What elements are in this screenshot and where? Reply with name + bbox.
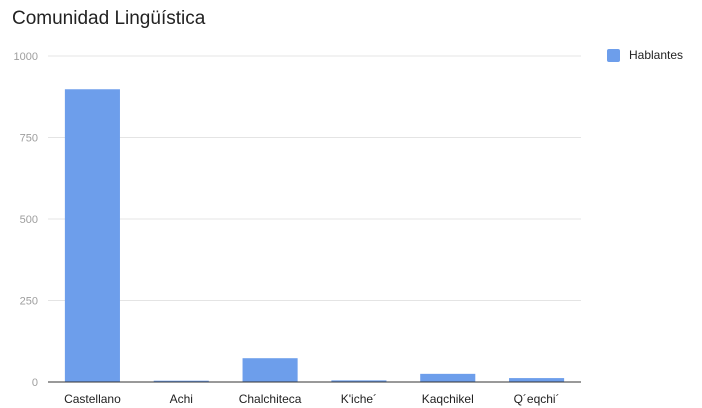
y-tick-label: 0: [32, 377, 38, 389]
x-tick-label: Q´eqchi´: [514, 392, 560, 406]
y-tick-label: 500: [20, 214, 38, 226]
x-tick-label: Chalchiteca: [239, 392, 302, 406]
x-tick-label: Achi: [170, 392, 193, 406]
legend: Hablantes: [607, 48, 683, 62]
x-tick-label: Castellano: [64, 392, 121, 406]
legend-swatch: [607, 48, 620, 62]
x-tick-label: K'iche´: [341, 392, 377, 406]
bar[interactable]: [331, 380, 387, 382]
bar[interactable]: [153, 380, 209, 383]
bar[interactable]: [242, 358, 298, 382]
legend-label: Hablantes: [629, 48, 684, 62]
bars: [64, 89, 565, 383]
bar[interactable]: [64, 89, 120, 382]
bar[interactable]: [420, 373, 476, 382]
y-tick-label: 1000: [14, 51, 38, 63]
gridlines: [48, 55, 581, 301]
bar[interactable]: [509, 378, 565, 382]
chart-title: Comunidad Lingüística: [12, 8, 206, 29]
y-tick-labels: 0 250 500 750 1000: [14, 51, 38, 389]
y-tick-label: 750: [20, 133, 38, 145]
x-tick-labels: Castellano Achi Chalchiteca K'iche´ Kaqchike…: [64, 392, 560, 406]
y-tick-label: 250: [20, 296, 38, 308]
x-tick-label: Kaqchikel: [422, 392, 474, 406]
